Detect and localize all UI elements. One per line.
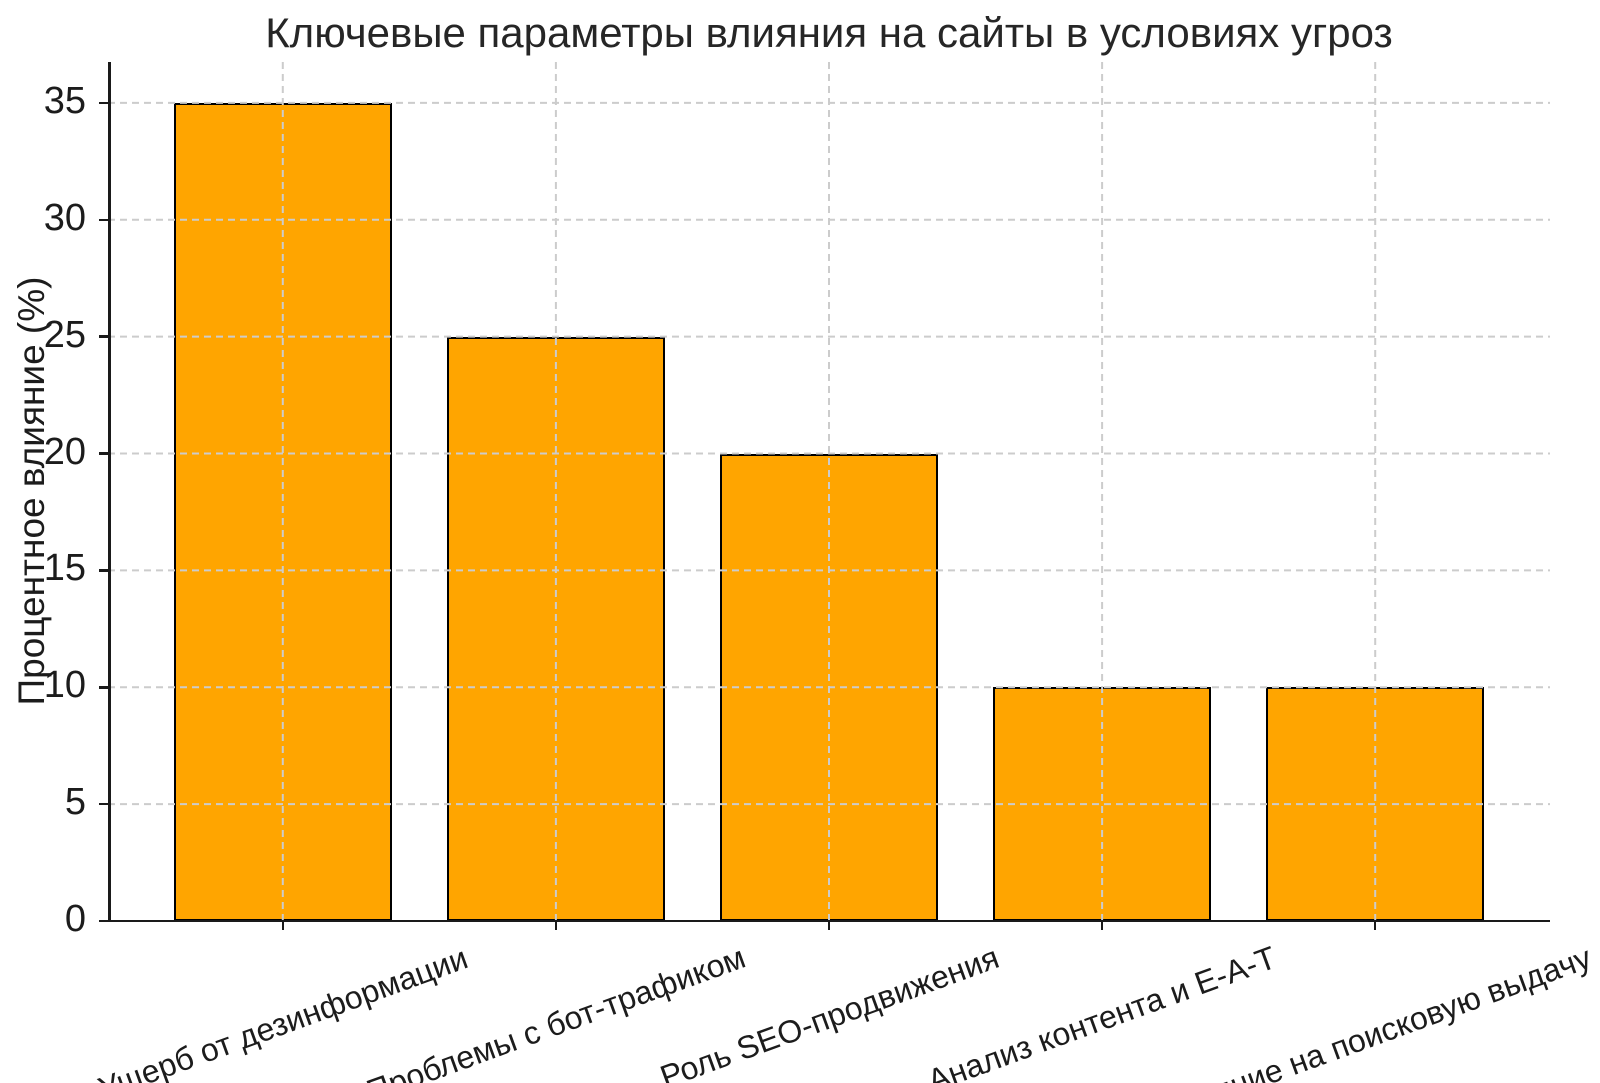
y-tick-label: 5: [64, 780, 86, 823]
x-tick-mark: [281, 921, 285, 930]
y-tick-mark: [99, 569, 108, 572]
x-tick-mark: [827, 921, 831, 930]
y-tick-label: 0: [64, 897, 86, 940]
plot-area: [108, 62, 1550, 922]
x-axis-spine: [108, 919, 1550, 922]
y-tick-label: 35: [43, 79, 86, 122]
y-tick-label: 15: [43, 547, 86, 590]
y-tick-label: 20: [43, 430, 86, 473]
y-tick-mark: [99, 686, 108, 689]
y-tick-mark: [99, 335, 108, 338]
y-tick-mark: [99, 101, 108, 105]
y-tick-label: 25: [43, 313, 86, 356]
y-tick-label: 30: [43, 196, 86, 239]
y-tick-mark: [99, 919, 108, 923]
y-tick-mark: [99, 452, 108, 455]
gridlines: [108, 62, 1550, 921]
y-tick-mark: [99, 802, 108, 806]
y-tick-mark: [99, 218, 108, 222]
chart-title: Ключевые параметры влияния на сайты в ус…: [265, 9, 1393, 56]
y-axis-spine: [108, 62, 111, 921]
x-tick-mark: [1373, 921, 1377, 930]
x-tick-mark: [554, 921, 558, 930]
y-tick-label: 10: [43, 664, 86, 707]
x-tick-mark: [1100, 921, 1104, 930]
